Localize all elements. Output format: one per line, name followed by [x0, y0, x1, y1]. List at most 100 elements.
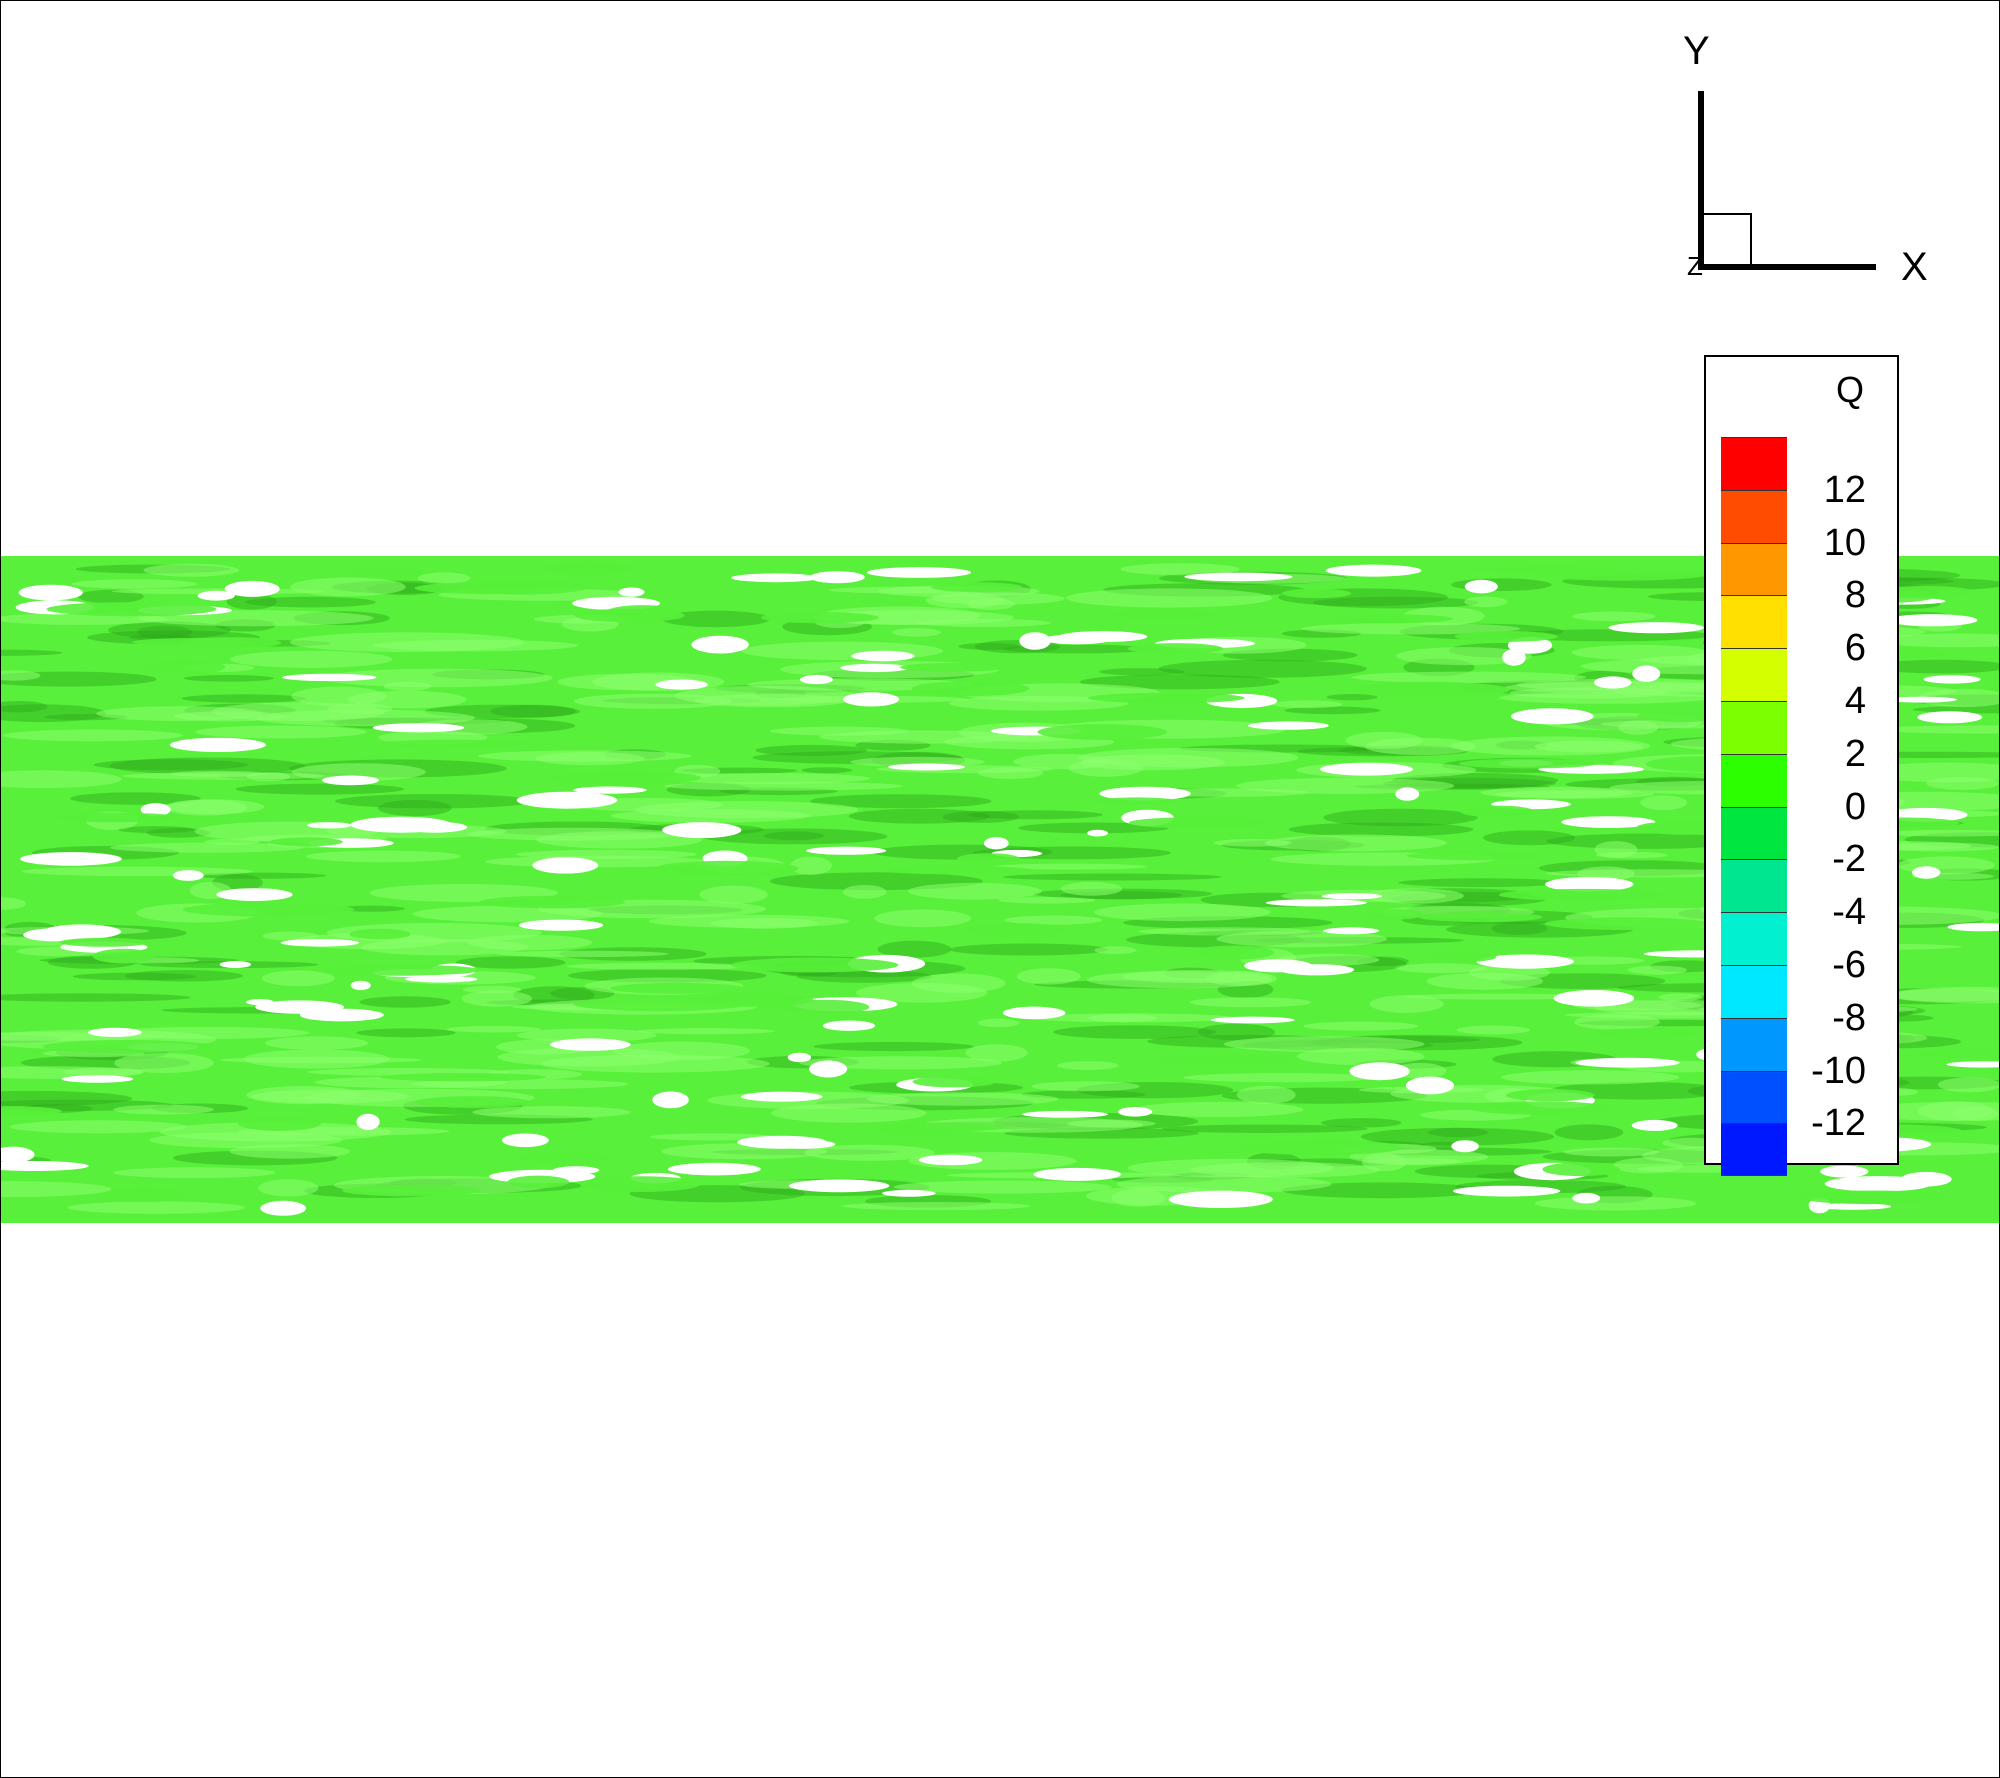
vortex-tube	[541, 562, 635, 574]
isosurface-gap	[516, 791, 618, 809]
vortex-tube	[1544, 917, 1710, 930]
isosurface-gap	[1279, 964, 1355, 976]
vortex-highlight	[1189, 997, 1312, 1008]
vortex-tube	[518, 1152, 613, 1164]
isosurface-gap	[1815, 1203, 1892, 1210]
vortex-tube	[580, 1176, 701, 1192]
vortex-shadow	[1079, 674, 1280, 690]
vortex-shadow	[813, 1041, 974, 1052]
vortex-shadow	[1312, 596, 1479, 609]
isosurface-gap	[652, 1091, 689, 1109]
isosurface-gap	[1087, 829, 1108, 837]
isosurface-gap	[280, 939, 360, 947]
vortex-highlight	[1396, 647, 1533, 666]
vortex-highlight	[1, 770, 122, 789]
vortex-tube	[761, 612, 879, 624]
isosurface-gap	[888, 763, 965, 771]
isosurface-gap	[140, 803, 171, 817]
vortex-shadow	[942, 810, 1019, 823]
vortex-tube	[373, 739, 539, 748]
vortex-tube	[415, 1096, 530, 1108]
isosurface-gap	[787, 1052, 812, 1063]
isosurface-gap	[1395, 787, 1420, 801]
vortex-highlight	[1056, 1061, 1119, 1070]
vortex-highlight	[71, 579, 198, 589]
vortex-shadow	[763, 831, 825, 841]
isosurface-gap	[918, 1154, 983, 1166]
vortex-tube	[479, 895, 626, 909]
vortex-highlight	[664, 773, 871, 784]
vortex-highlight	[799, 1056, 1003, 1070]
isosurface-gap	[1042, 634, 1111, 645]
vortex-highlight	[634, 801, 859, 819]
vortex-highlight	[258, 1179, 319, 1197]
vortex-tube	[42, 1040, 213, 1053]
vortex-tube	[1406, 851, 1550, 861]
vortex-shadow	[183, 675, 274, 682]
isosurface-gap	[1168, 1190, 1273, 1209]
vortex-shadow	[1161, 1124, 1368, 1134]
vortex-tube	[606, 605, 680, 620]
vortex-highlight	[1183, 1073, 1381, 1083]
vortex-shadow	[809, 794, 992, 809]
vortex-highlight	[1271, 700, 1343, 709]
colorbar-swatch	[1721, 648, 1787, 701]
isosurface-gap	[1545, 877, 1634, 892]
vortex-shadow	[1282, 1182, 1483, 1199]
vortex-highlight	[1881, 829, 1999, 837]
vortex-tube	[414, 582, 560, 595]
vortex-highlight	[1897, 856, 1995, 875]
vortex-highlight	[1480, 786, 1633, 799]
vortex-shadow	[490, 704, 576, 718]
vortex-highlight	[173, 711, 287, 722]
isosurface-gap	[1210, 1016, 1295, 1024]
vortex-shadow	[181, 694, 306, 703]
vortex-tube	[1505, 1089, 1595, 1102]
vortex-highlight	[1571, 611, 1656, 622]
vortex-highlight	[1498, 692, 1712, 704]
vortex-tube	[731, 957, 899, 973]
isosurface-gap	[1886, 696, 1957, 703]
isosurface-gap	[1002, 1006, 1066, 1020]
vortex-tube	[1282, 588, 1352, 599]
vortex-shadow	[1099, 668, 1185, 676]
vortex-tube	[1458, 758, 1597, 769]
vortex-tube	[182, 902, 355, 917]
vortex-tube	[48, 812, 181, 823]
vortex-highlight	[874, 909, 971, 928]
vortex-shadow	[513, 986, 595, 1004]
vortex-shadow	[1320, 1118, 1402, 1128]
vortex-tube	[1037, 724, 1168, 740]
vortex-highlight	[1889, 986, 1999, 1004]
vortex-highlight	[1138, 927, 1312, 936]
vortex-shadow	[146, 828, 211, 838]
vortex-highlight	[2, 729, 183, 742]
isosurface-gap	[1631, 1119, 1678, 1131]
isosurface-gap	[1608, 622, 1705, 634]
vortex-shadow	[701, 828, 888, 845]
vortex-tube	[1127, 643, 1224, 655]
vortex-shadow	[124, 970, 243, 982]
vortex-tube	[46, 602, 217, 617]
vortex-highlight	[149, 1132, 343, 1149]
isosurface-gap	[1632, 665, 1661, 682]
isosurface-gap	[1451, 1140, 1479, 1153]
vortex-shadow	[244, 596, 376, 608]
vortex-highlight	[446, 1025, 541, 1033]
vortex-highlight	[290, 577, 406, 597]
vortex-shadow	[118, 826, 195, 834]
vortex-highlight	[1456, 1025, 1531, 1035]
vortex-highlight	[1264, 834, 1447, 852]
vortex-tube	[573, 997, 747, 1012]
vortex-tube	[1454, 631, 1558, 642]
isosurface-gap	[550, 1038, 631, 1051]
vortex-highlight	[1451, 736, 1651, 756]
vortex-highlight	[461, 990, 532, 1007]
vortex-tube	[1108, 609, 1216, 620]
isosurface-gap	[372, 723, 465, 733]
vortex-highlight	[977, 1018, 1020, 1028]
vortex-tube	[59, 937, 151, 947]
vortex-shadow	[1, 1090, 133, 1107]
isosurface-gap	[306, 822, 352, 829]
